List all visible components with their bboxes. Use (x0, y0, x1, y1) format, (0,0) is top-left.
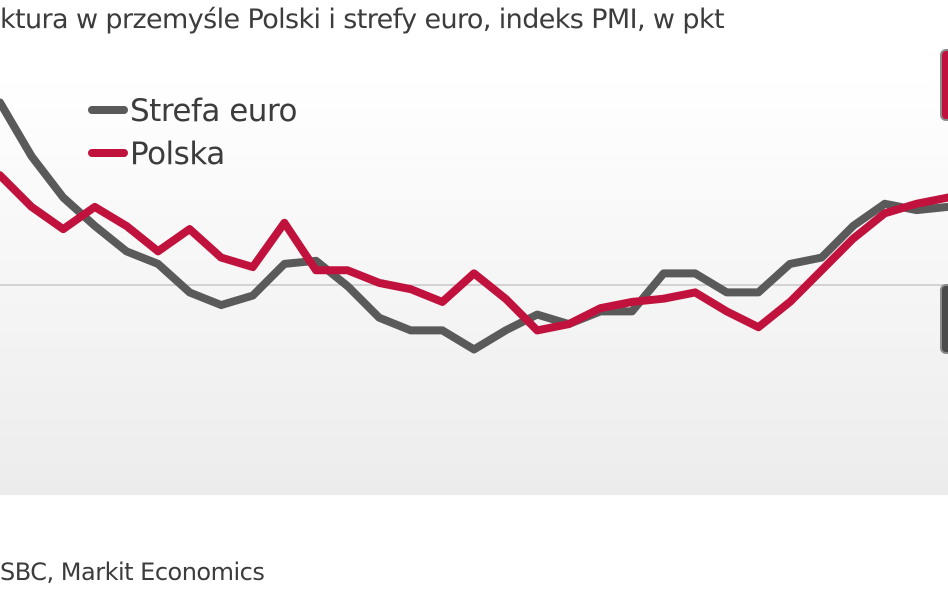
series-line-polska (0, 171, 948, 335)
legend: Strefa euro Polska (88, 93, 297, 172)
series-line-strefa-euro (0, 98, 948, 354)
source-note: SBC, Markit Economics (0, 558, 265, 586)
series-layer (0, 98, 948, 354)
legend-label-polska: Polska (130, 136, 225, 172)
chart-title: ktura w przemyśle Polski i strefy euro, … (0, 4, 725, 35)
legend-label-strefa-euro: Strefa euro (130, 93, 297, 129)
value-badge-polska (940, 49, 948, 121)
value-badge-strefa-euro (940, 284, 948, 354)
